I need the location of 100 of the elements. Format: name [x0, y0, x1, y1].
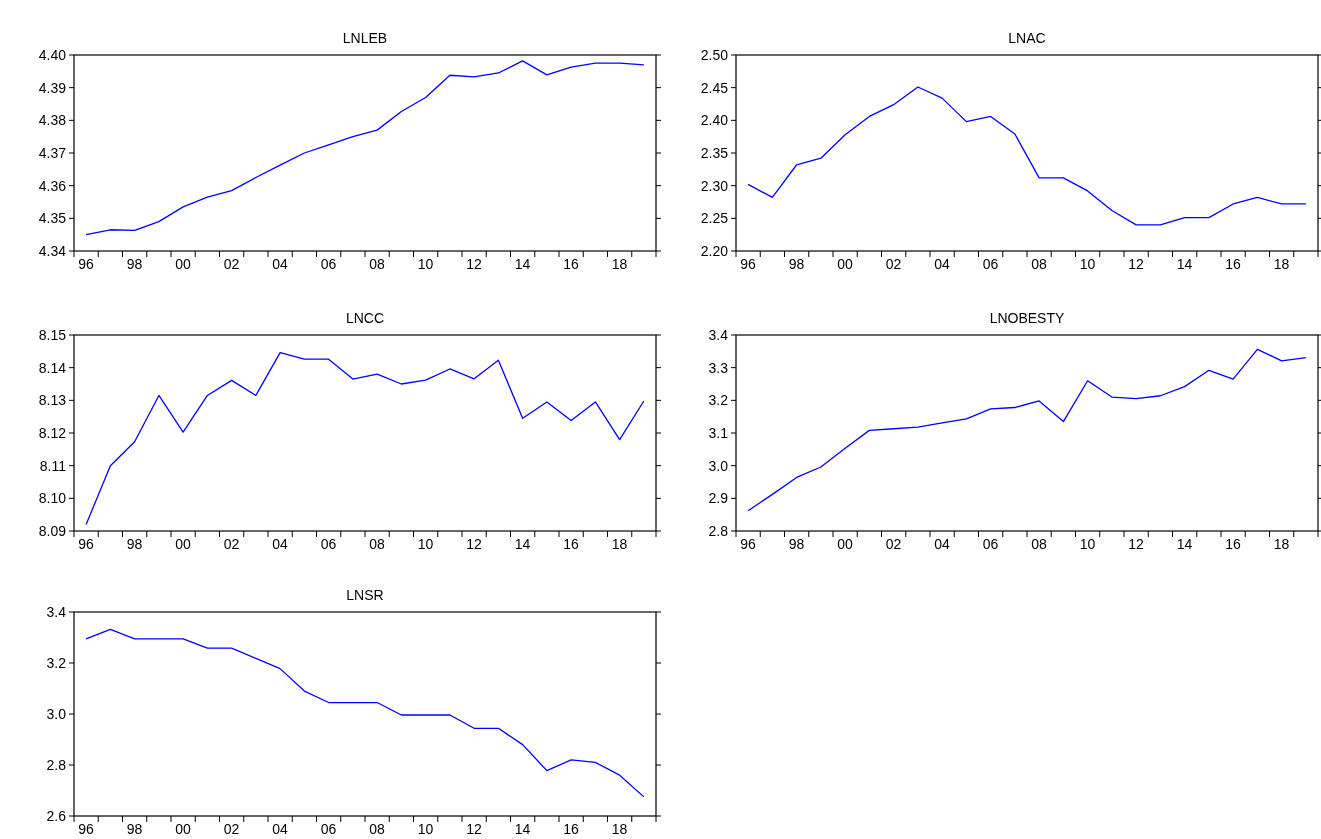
- y-tick-label: 2.8: [46, 756, 67, 773]
- x-tick-label: 12: [1128, 536, 1145, 552]
- x-tick-label: 18: [611, 821, 628, 837]
- x-tick-label: 98: [126, 821, 143, 837]
- x-tick-label: 14: [514, 536, 531, 552]
- x-tick-label: 10: [1079, 256, 1096, 272]
- y-tick-label: 3.2: [46, 654, 67, 671]
- y-tick-label: 8.10: [38, 490, 67, 507]
- y-tick-label: 3.0: [46, 705, 67, 722]
- x-tick-label: 98: [126, 536, 143, 552]
- y-tick-label: 4.36: [38, 177, 67, 194]
- y-tick-label: 3.4: [708, 326, 729, 343]
- x-tick-label: 96: [740, 536, 757, 552]
- x-tick-label: 00: [175, 821, 192, 837]
- x-tick-label: 98: [788, 256, 805, 272]
- x-tick-label: 96: [740, 256, 757, 272]
- x-tick-label: 10: [417, 536, 434, 552]
- y-tick-label: 2.30: [700, 177, 729, 194]
- x-tick-label: 04: [272, 256, 289, 272]
- y-tick-label: 3.2: [708, 392, 729, 409]
- y-tick-label: 4.35: [38, 210, 67, 227]
- x-tick-label: 12: [466, 536, 483, 552]
- y-tick-label: 8.15: [38, 326, 67, 343]
- x-tick-label: 04: [272, 821, 289, 837]
- y-tick-label: 2.35: [700, 144, 729, 161]
- x-tick-label: 00: [175, 536, 192, 552]
- x-tick-label: 04: [272, 536, 289, 552]
- x-tick-label: 02: [223, 821, 240, 837]
- x-tick-label: 08: [369, 256, 386, 272]
- x-tick-label: 06: [320, 536, 337, 552]
- x-tick-label: 02: [223, 536, 240, 552]
- x-tick-label: 08: [1031, 256, 1048, 272]
- x-tick-label: 08: [369, 536, 386, 552]
- x-tick-label: 14: [1176, 256, 1193, 272]
- x-tick-label: 18: [1273, 256, 1290, 272]
- chart-title: LNCC: [345, 310, 385, 326]
- x-tick-label: 16: [563, 821, 580, 837]
- y-tick-label: 4.40: [38, 46, 67, 63]
- x-tick-label: 06: [320, 821, 337, 837]
- x-tick-label: 10: [417, 821, 434, 837]
- x-tick-label: 16: [563, 256, 580, 272]
- y-tick-label: 3.1: [708, 424, 729, 441]
- x-tick-label: 04: [934, 536, 951, 552]
- x-tick-label: 18: [611, 256, 628, 272]
- x-tick-label: 14: [514, 821, 531, 837]
- x-tick-label: 00: [175, 256, 192, 272]
- x-tick-label: 16: [563, 536, 580, 552]
- x-tick-label: 18: [1273, 536, 1290, 552]
- y-tick-label: 2.20: [700, 242, 729, 259]
- y-tick-label: 4.38: [38, 112, 67, 129]
- x-tick-label: 10: [1079, 536, 1096, 552]
- x-tick-label: 08: [369, 821, 386, 837]
- y-tick-label: 4.39: [38, 79, 67, 96]
- x-tick-label: 16: [1225, 256, 1242, 272]
- y-tick-label: 3.4: [46, 603, 67, 620]
- x-tick-label: 98: [788, 536, 805, 552]
- line-series: [747, 86, 1307, 226]
- x-tick-label: 14: [1176, 536, 1193, 552]
- x-tick-label: 02: [223, 256, 240, 272]
- x-tick-label: 96: [78, 821, 95, 837]
- chart-title: LNSR: [346, 587, 384, 603]
- y-tick-label: 2.9: [708, 490, 729, 507]
- chart-title: LNOBESTY: [989, 310, 1065, 326]
- x-tick-label: 12: [466, 256, 483, 272]
- line-series: [85, 628, 645, 798]
- line-series: [747, 348, 1307, 512]
- x-tick-label: 00: [837, 536, 854, 552]
- x-tick-label: 00: [837, 256, 854, 272]
- line-series: [85, 60, 645, 236]
- y-tick-label: 2.6: [46, 807, 67, 824]
- line-series: [85, 351, 645, 526]
- x-tick-label: 06: [320, 256, 337, 272]
- x-tick-label: 12: [1128, 256, 1145, 272]
- y-tick-label: 8.09: [38, 522, 67, 539]
- x-tick-label: 98: [126, 256, 143, 272]
- y-tick-label: 3.0: [708, 457, 729, 474]
- y-tick-label: 2.50: [700, 46, 729, 63]
- x-tick-label: 02: [885, 536, 902, 552]
- x-tick-label: 18: [611, 536, 628, 552]
- x-tick-label: 02: [885, 256, 902, 272]
- x-tick-label: 04: [934, 256, 951, 272]
- y-tick-label: 8.11: [39, 457, 67, 474]
- y-tick-label: 2.45: [700, 79, 729, 96]
- y-tick-label: 2.8: [708, 522, 729, 539]
- y-tick-label: 8.12: [38, 424, 67, 441]
- x-tick-label: 10: [417, 256, 434, 272]
- x-tick-label: 96: [78, 256, 95, 272]
- x-tick-label: 14: [514, 256, 531, 272]
- chart-title: LNLEB: [342, 30, 388, 46]
- x-tick-label: 96: [78, 536, 95, 552]
- y-tick-label: 4.34: [38, 242, 67, 259]
- y-tick-label: 8.13: [38, 392, 67, 409]
- y-tick-label: 3.3: [708, 359, 729, 376]
- x-tick-label: 06: [982, 256, 999, 272]
- x-tick-label: 08: [1031, 536, 1048, 552]
- chart-title: LNAC: [1008, 30, 1046, 46]
- y-tick-label: 2.25: [700, 210, 729, 227]
- x-tick-label: 16: [1225, 536, 1242, 552]
- x-tick-label: 12: [466, 821, 483, 837]
- x-tick-label: 06: [982, 536, 999, 552]
